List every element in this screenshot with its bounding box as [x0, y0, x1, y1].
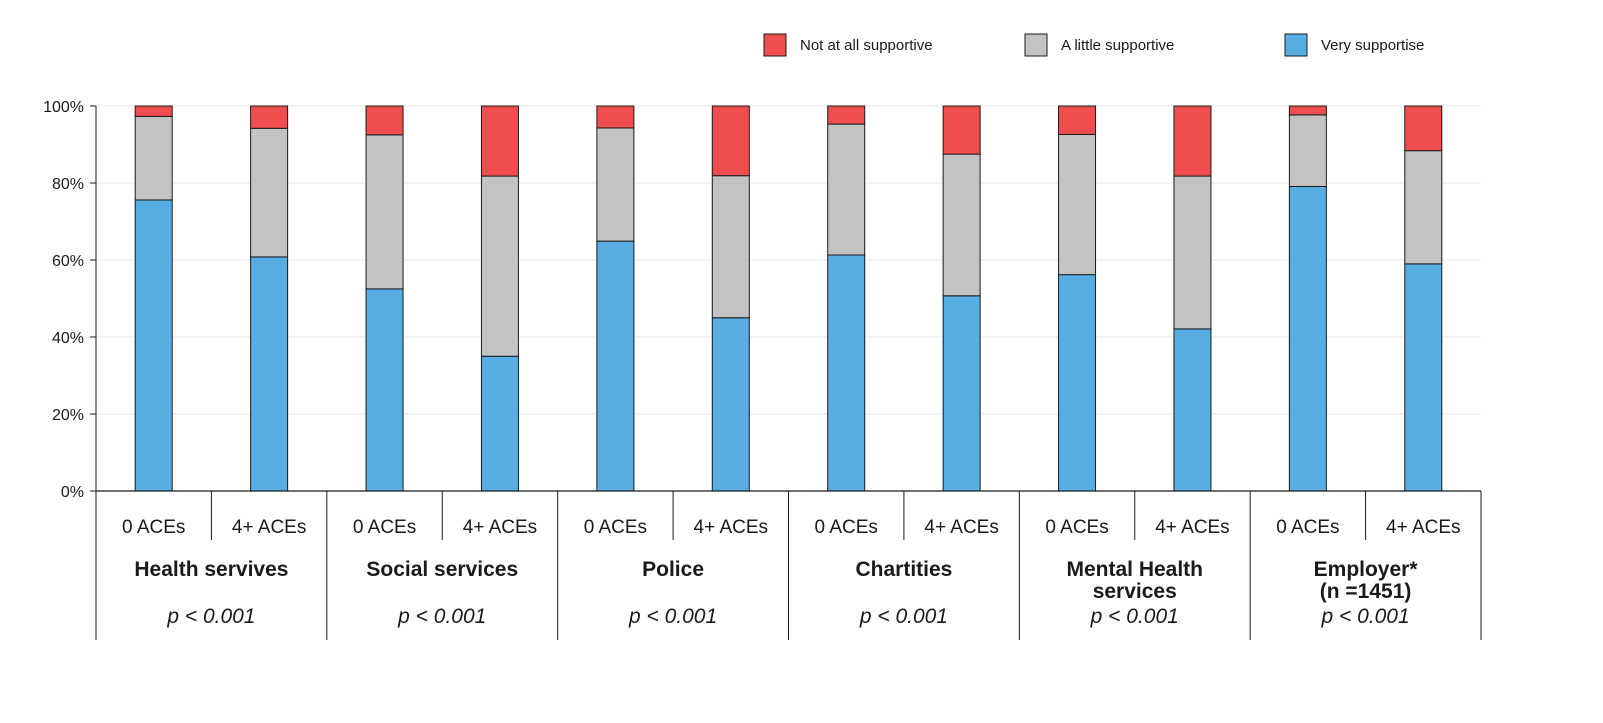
y-tick-label: 0%	[61, 484, 84, 501]
legend-swatch-little	[1024, 33, 1048, 57]
group-label: Police	[642, 558, 704, 581]
bar-segment-very	[596, 240, 635, 492]
y-axis: 0% 20% 40% 60% 80% 100%	[43, 99, 97, 501]
bar-segment-little	[1173, 175, 1212, 330]
group-label: services	[1093, 580, 1177, 603]
bar-segment-not	[596, 105, 635, 129]
bar-segment-little	[134, 115, 173, 201]
category-label: 4+ ACEs	[1386, 517, 1460, 538]
y-tick-label: 60%	[52, 253, 84, 270]
gridlines	[96, 105, 1481, 415]
bar-segment-very	[365, 288, 404, 492]
bar-segment-not	[1173, 105, 1212, 177]
category-label: 4+ ACEs	[463, 517, 537, 538]
bar-segment-very	[1288, 185, 1327, 492]
bar-segment-little	[480, 175, 519, 357]
bar-segment-very	[1058, 274, 1097, 492]
category-label: 4+ ACEs	[1155, 517, 1229, 538]
x-axis-table: 0 ACEs 4+ ACEs Health servives p < 0.001 0 A…	[95, 490, 1482, 640]
bar-segment-not	[942, 105, 981, 155]
p-value-label: p < 0.001	[166, 605, 255, 628]
legend-swatch-very	[1284, 33, 1308, 57]
bar-segment-little	[1288, 114, 1327, 187]
y-tick-label: 40%	[52, 330, 84, 347]
bar-segment-not	[827, 105, 866, 125]
bar-segment-little	[1404, 150, 1443, 265]
category-label: 0 ACEs	[353, 517, 416, 538]
group-label: Social services	[366, 558, 518, 581]
bar-segment-little	[827, 123, 866, 256]
legend-label-not: Not at all supportive	[800, 37, 933, 54]
bar-segment-very	[480, 355, 519, 492]
bar-segment-not	[711, 105, 750, 177]
bar-segment-very	[827, 254, 866, 492]
p-value-label: p < 0.001	[628, 605, 717, 628]
bar-segment-very	[134, 199, 173, 492]
y-tick-label: 20%	[52, 407, 84, 424]
bar-segment-not	[365, 105, 404, 136]
p-value-label: p < 0.001	[397, 605, 486, 628]
bar-segment-little	[596, 127, 635, 242]
legend-swatch-not	[763, 33, 787, 57]
p-value-label: p < 0.001	[1320, 605, 1409, 628]
bar-segment-not	[134, 105, 173, 117]
category-label: 4+ ACEs	[694, 517, 768, 538]
group-label: (n =1451)	[1320, 580, 1412, 603]
category-label: 4+ ACEs	[924, 517, 998, 538]
category-label: 0 ACEs	[122, 517, 185, 538]
category-label: 0 ACEs	[1276, 517, 1339, 538]
category-label: 0 ACEs	[1045, 517, 1108, 538]
legend-label-very: Very supportise	[1321, 37, 1424, 54]
p-value-label: p < 0.001	[859, 605, 948, 628]
legend: Not at all supportive A little supportive…	[763, 33, 1424, 57]
category-label: 4+ ACEs	[232, 517, 306, 538]
category-label: 0 ACEs	[584, 517, 647, 538]
bar-segment-very	[711, 317, 750, 492]
bar-segment-little	[365, 134, 404, 290]
bar-segment-very	[1404, 263, 1443, 492]
bar-segment-little	[1058, 133, 1097, 276]
bar-segment-not	[250, 105, 289, 129]
bar-segment-very	[250, 256, 289, 492]
bar-segment-very	[1173, 328, 1212, 492]
group-label: Chartities	[855, 558, 952, 581]
bars	[134, 105, 1443, 492]
bar-segment-little	[711, 175, 750, 319]
y-tick-label: 100%	[43, 99, 84, 116]
group-label: Employer*	[1314, 558, 1419, 581]
bar-segment-little	[942, 153, 981, 297]
bar-segment-not	[1058, 105, 1097, 135]
category-label: 0 ACEs	[815, 517, 878, 538]
bar-segment-little	[250, 127, 289, 258]
bar-segment-not	[480, 105, 519, 177]
bar-segment-not	[1288, 105, 1327, 116]
bar-segment-very	[942, 295, 981, 492]
group-label: Mental Health	[1066, 558, 1203, 581]
y-tick-label: 80%	[52, 176, 84, 193]
legend-label-little: A little supportive	[1061, 37, 1174, 54]
group-label: Health servives	[134, 558, 288, 581]
p-value-label: p < 0.001	[1090, 605, 1179, 628]
bar-segment-not	[1404, 105, 1443, 152]
